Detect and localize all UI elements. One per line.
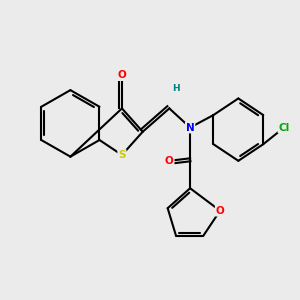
Text: N: N — [186, 123, 194, 133]
Text: Cl: Cl — [278, 123, 290, 133]
Text: O: O — [118, 70, 126, 80]
Text: H: H — [172, 84, 180, 93]
Text: O: O — [165, 156, 174, 166]
Text: O: O — [216, 206, 224, 216]
Text: S: S — [118, 150, 126, 160]
